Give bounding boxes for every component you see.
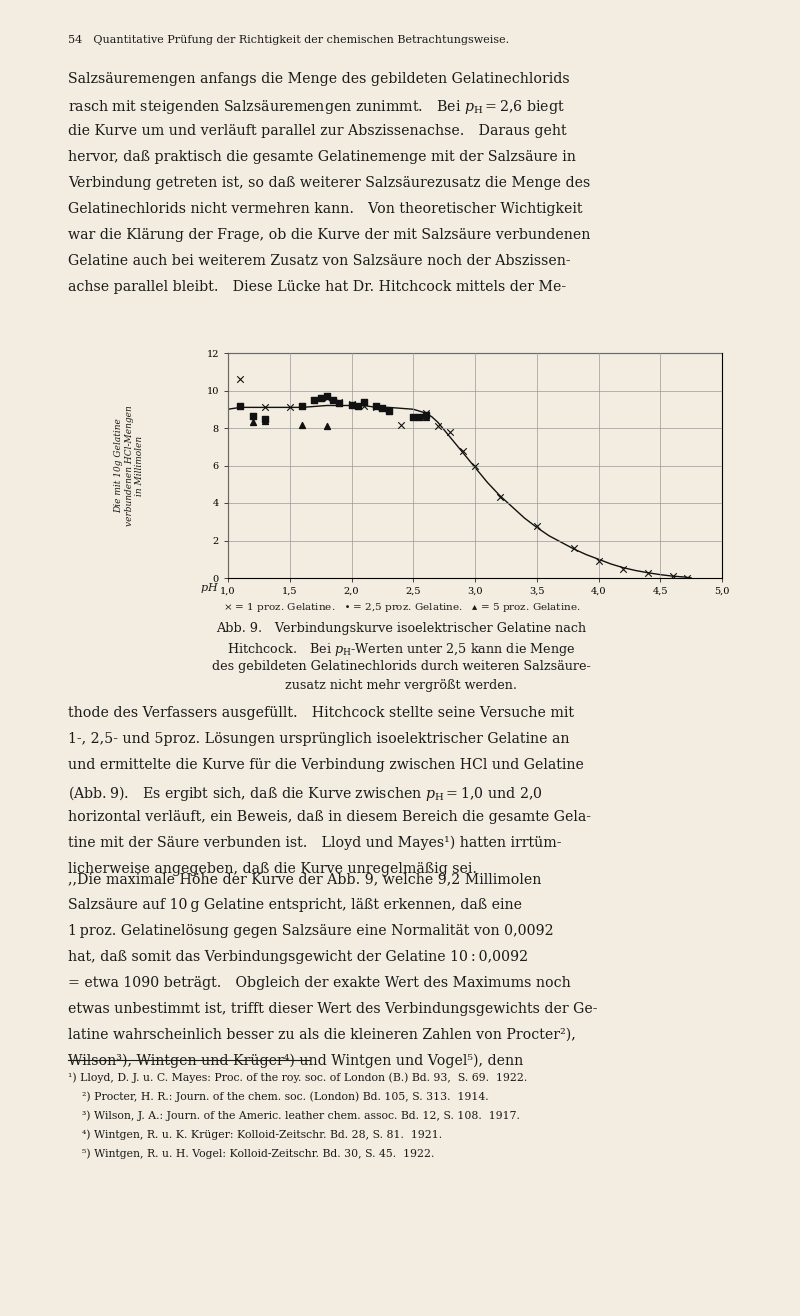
Text: etwas unbestimmt ist, trifft dieser Wert des Verbindungsgewichts der Ge-: etwas unbestimmt ist, trifft dieser Wert… bbox=[68, 1001, 598, 1016]
Text: 54 Quantitative Prüfung der Richtigkeit der chemischen Betrachtungsweise.: 54 Quantitative Prüfung der Richtigkeit … bbox=[68, 36, 509, 45]
Point bbox=[358, 395, 370, 416]
Text: Abb. 9. Verbindungskurve isoelektrischer Gelatine nach: Abb. 9. Verbindungskurve isoelektrischer… bbox=[217, 622, 586, 636]
Point bbox=[666, 566, 679, 587]
Point bbox=[444, 421, 457, 442]
Text: des gebildeten Gelatinechlorids durch weiteren Salzsäure-: des gebildeten Gelatinechlorids durch we… bbox=[212, 661, 591, 672]
Text: 1 proz. Gelatinelösung gegen Salzsäure eine Normalität von 0,0092: 1 proz. Gelatinelösung gegen Salzsäure e… bbox=[68, 924, 554, 938]
Point bbox=[370, 396, 382, 417]
Text: Wilson³), Wintgen und Krüger⁴) und Wintgen und Vogel⁵), denn: Wilson³), Wintgen und Krüger⁴) und Wintg… bbox=[68, 1054, 523, 1069]
Text: rasch mit steigenden Salzsäuremengen zunimmt. Bei $p_{\mathrm{H}} = 2{,}6$ biegt: rasch mit steigenden Salzsäuremengen zun… bbox=[68, 97, 565, 116]
Point bbox=[234, 368, 246, 390]
Text: (Abb. 9). Es ergibt sich, daß die Kurve zwischen $p_{\mathrm{H}} = 1{,}0$ und 2,: (Abb. 9). Es ergibt sich, daß die Kurve … bbox=[68, 784, 542, 803]
Text: ²) Procter, H. R.: Journ. of the chem. soc. (London) Bd. 105, S. 313.  1914.: ²) Procter, H. R.: Journ. of the chem. s… bbox=[82, 1091, 489, 1101]
Point bbox=[258, 408, 271, 429]
Point bbox=[358, 391, 370, 412]
Text: achse parallel bleibt. Diese Lücke hat Dr. Hitchcock mittels der Me-: achse parallel bleibt. Diese Lücke hat D… bbox=[68, 280, 566, 293]
Point bbox=[234, 396, 246, 417]
Point bbox=[258, 411, 271, 432]
Text: und ermittelte die Kurve für die Verbindung zwischen HCl und Gelatine: und ermittelte die Kurve für die Verbind… bbox=[68, 758, 584, 772]
Text: Verbindung getreten ist, so daß weiterer Salzsäurezusatz die Menge des: Verbindung getreten ist, so daß weiterer… bbox=[68, 176, 590, 190]
Point bbox=[419, 403, 432, 424]
Text: ⁵) Wintgen, R. u. H. Vogel: Kolloid-Zeitschr. Bd. 30, S. 45.  1922.: ⁵) Wintgen, R. u. H. Vogel: Kolloid-Zeit… bbox=[82, 1148, 434, 1158]
Text: Gelatine auch bei weiterem Zusatz von Salzsäure noch der Abszissen-: Gelatine auch bei weiterem Zusatz von Sa… bbox=[68, 254, 570, 268]
Point bbox=[413, 407, 426, 428]
Point bbox=[351, 395, 364, 416]
Text: tine mit der Säure verbunden ist. Lloyd und Mayes¹) hatten irrtüm-: tine mit der Säure verbunden ist. Lloyd … bbox=[68, 836, 562, 850]
Point bbox=[308, 390, 321, 411]
Text: 1-, 2,5- und 5proz. Lösungen ursprünglich isoelektrischer Gelatine an: 1-, 2,5- und 5proz. Lösungen ursprünglic… bbox=[68, 732, 570, 746]
Text: latine wahrscheinlich besser zu als die kleineren Zahlen von Procter²),: latine wahrscheinlich besser zu als die … bbox=[68, 1028, 576, 1042]
Text: Die mit 10g Gelatine
verbundenen HCl-Mengen
in Millimolen: Die mit 10g Gelatine verbundenen HCl-Men… bbox=[114, 405, 144, 526]
Text: = etwa 1090 beträgt. Obgleich der exakte Wert des Maximums noch: = etwa 1090 beträgt. Obgleich der exakte… bbox=[68, 976, 570, 990]
Point bbox=[382, 400, 395, 421]
Text: Gelatinechlorids nicht vermehren kann. Von theoretischer Wichtigkeit: Gelatinechlorids nicht vermehren kann. V… bbox=[68, 201, 582, 216]
Point bbox=[296, 415, 309, 436]
Point bbox=[419, 407, 432, 428]
Point bbox=[333, 391, 346, 412]
Text: Hitchcock. Bei $p_{\mathrm{H}}$-Werten unter 2,5 kann die Menge: Hitchcock. Bei $p_{\mathrm{H}}$-Werten u… bbox=[227, 641, 576, 658]
Text: licherweise angegeben, daß die Kurve unregelmäßig sei.: licherweise angegeben, daß die Kurve unr… bbox=[68, 862, 477, 876]
Text: war die Klärung der Frage, ob die Kurve der mit Salzsäure verbundenen: war die Klärung der Frage, ob die Kurve … bbox=[68, 228, 590, 242]
Text: ,,Die maximale Höhe der Kurve der Abb. 9, welche 9,2 Millimolen: ,,Die maximale Höhe der Kurve der Abb. 9… bbox=[68, 873, 542, 886]
Point bbox=[376, 397, 389, 418]
Text: hervor, daß praktisch die gesamte Gelatinemenge mit der Salzsäure in: hervor, daß praktisch die gesamte Gelati… bbox=[68, 150, 576, 164]
Point bbox=[567, 537, 580, 558]
Text: die Kurve um und verläuft parallel zur Abszissenachse. Daraus geht: die Kurve um und verläuft parallel zur A… bbox=[68, 124, 566, 138]
Text: ³) Wilson, J. A.: Journ. of the Americ. leather chem. assoc. Bd. 12, S. 108.  19: ³) Wilson, J. A.: Journ. of the Americ. … bbox=[82, 1109, 520, 1120]
Point bbox=[326, 390, 339, 411]
Point bbox=[246, 405, 259, 426]
Text: $p$H: $p$H bbox=[200, 580, 219, 595]
Point bbox=[283, 397, 296, 418]
Text: Salzsäure auf 10 g Gelatine entspricht, läßt erkennen, daß eine: Salzsäure auf 10 g Gelatine entspricht, … bbox=[68, 898, 522, 912]
Point bbox=[320, 386, 334, 407]
Point bbox=[592, 550, 605, 571]
Point bbox=[246, 412, 259, 433]
Point bbox=[456, 440, 469, 461]
Point bbox=[419, 404, 432, 425]
Point bbox=[314, 387, 327, 408]
Text: $\times$ = 1 proz. Gelatine.   $\bullet$ = 2,5 proz. Gelatine.   $\blacktriangle: $\times$ = 1 proz. Gelatine. $\bullet$ =… bbox=[222, 601, 580, 615]
Point bbox=[333, 392, 346, 413]
Point bbox=[345, 393, 358, 415]
Point bbox=[345, 393, 358, 415]
Point bbox=[370, 397, 382, 418]
Point bbox=[376, 397, 389, 418]
Point bbox=[431, 416, 444, 437]
Text: thode des Verfassers ausgefüllt. Hitchcock stellte seine Versuche mit: thode des Verfassers ausgefüllt. Hitchco… bbox=[68, 705, 574, 720]
Text: hat, daß somit das Verbindungsgewicht der Gelatine 10 : 0,0092: hat, daß somit das Verbindungsgewicht de… bbox=[68, 950, 528, 965]
Point bbox=[642, 563, 654, 584]
Point bbox=[320, 416, 334, 437]
Point bbox=[681, 567, 694, 588]
Point bbox=[469, 455, 482, 476]
Point bbox=[494, 487, 506, 508]
Point bbox=[308, 390, 321, 411]
Text: ⁴) Wintgen, R. u. K. Krüger: Kolloid-Zeitschr. Bd. 28, S. 81.  1921.: ⁴) Wintgen, R. u. K. Krüger: Kolloid-Zei… bbox=[82, 1129, 442, 1140]
Text: horizontal verläuft, ein Beweis, daß in diesem Bereich die gesamte Gela-: horizontal verläuft, ein Beweis, daß in … bbox=[68, 811, 591, 824]
Point bbox=[394, 415, 407, 436]
Point bbox=[407, 407, 420, 428]
Point bbox=[320, 387, 334, 408]
Point bbox=[258, 397, 271, 418]
Point bbox=[296, 396, 309, 417]
Text: zusatz nicht mehr vergrößt werden.: zusatz nicht mehr vergrößt werden. bbox=[286, 679, 518, 692]
Text: Salzsäuremengen anfangs die Menge des gebildeten Gelatinechlorids: Salzsäuremengen anfangs die Menge des ge… bbox=[68, 72, 570, 86]
Point bbox=[617, 558, 630, 579]
Point bbox=[530, 515, 543, 536]
Text: ¹) Lloyd, D. J. u. C. Mayes: Proc. of the roy. soc. of London (B.) Bd. 93,  S. 6: ¹) Lloyd, D. J. u. C. Mayes: Proc. of th… bbox=[68, 1073, 527, 1083]
